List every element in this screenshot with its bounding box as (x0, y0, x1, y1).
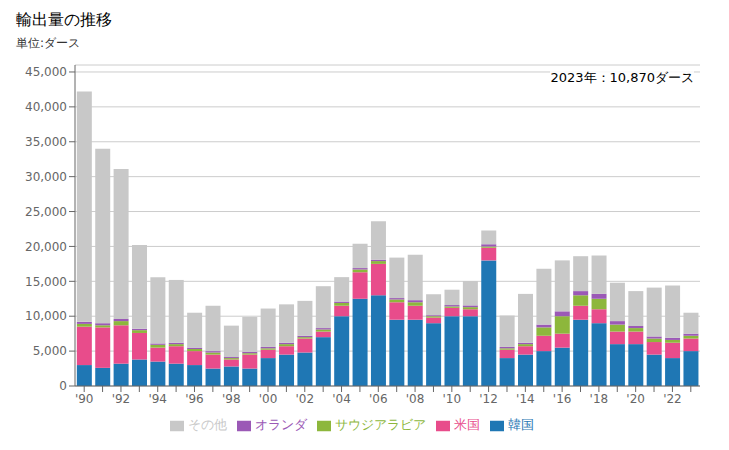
svg-text:'02: '02 (295, 392, 314, 406)
svg-text:'14: '14 (516, 392, 535, 406)
svg-text:'12: '12 (479, 392, 498, 406)
svg-text:'94: '94 (148, 392, 167, 406)
svg-text:15,000: 15,000 (25, 275, 67, 289)
svg-text:'06: '06 (369, 392, 388, 406)
svg-text:45,000: 45,000 (25, 65, 67, 79)
html-text:韓国: 韓国 (507, 417, 534, 432)
html-text:2023年：10,870ダース: 2023年：10,870ダース (550, 70, 694, 85)
svg-text:40,000: 40,000 (25, 100, 67, 114)
svg-text:'08: '08 (406, 392, 425, 406)
svg-text:'92: '92 (112, 392, 131, 406)
svg-text:10,000: 10,000 (25, 309, 67, 323)
svg-text:30,000: 30,000 (25, 170, 67, 184)
html-text:その他: その他 (187, 417, 227, 432)
html-text:単位:ダース: 単位:ダース (16, 36, 80, 50)
svg-text:'96: '96 (185, 392, 204, 406)
html-text:オランダ: オランダ (254, 417, 307, 432)
svg-text:'98: '98 (222, 392, 241, 406)
html-text:輸出量の推移: 輸出量の推移 (16, 10, 112, 29)
svg-text:25,000: 25,000 (25, 205, 67, 219)
svg-text:'16: '16 (553, 392, 572, 406)
svg-text:5,000: 5,000 (33, 344, 67, 358)
html-text:米国: 米国 (453, 417, 480, 432)
svg-text:35,000: 35,000 (25, 135, 67, 149)
svg-text:0: 0 (59, 379, 67, 393)
svg-text:'20: '20 (626, 392, 645, 406)
svg-text:'10: '10 (443, 392, 462, 406)
svg-text:'22: '22 (663, 392, 682, 406)
svg-text:'00: '00 (259, 392, 278, 406)
svg-text:'90: '90 (75, 392, 94, 406)
svg-text:20,000: 20,000 (25, 240, 67, 254)
html-text:サウジアラビア: サウジアラビア (334, 417, 426, 432)
svg-text:'04: '04 (332, 392, 351, 406)
svg-text:'18: '18 (590, 392, 609, 406)
